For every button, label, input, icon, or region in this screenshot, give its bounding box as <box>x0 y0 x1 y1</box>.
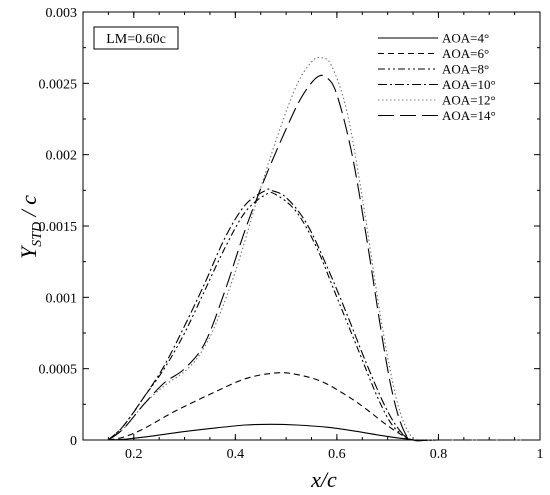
y-axis-title: YSTD / c <box>16 195 45 259</box>
y-tick-label: 0.002 <box>46 149 78 164</box>
x-tick-label: 0.6 <box>328 447 346 462</box>
legend-label-4: AOA=10° <box>442 77 496 92</box>
legend-label-6: AOA=14° <box>442 108 496 123</box>
y-tick-label: 0 <box>70 434 77 449</box>
annotation-box <box>93 26 179 50</box>
y-tick-label: 0.001 <box>46 291 78 306</box>
y-tick-label: 0.0025 <box>39 77 78 92</box>
x-tick-label: 0.2 <box>125 447 143 462</box>
y-axis-title-sub: STD <box>30 222 45 247</box>
y-tick-label: 0.0005 <box>39 363 78 378</box>
legend-label-5: AOA=12° <box>442 93 496 108</box>
series-line-2 <box>108 372 540 441</box>
x-tick-label: 0.8 <box>430 447 448 462</box>
series-line-4 <box>108 188 540 441</box>
y-axis-title-rest: / c <box>16 195 41 222</box>
y-tick-label: 0.0015 <box>39 220 78 235</box>
series-line-1 <box>108 423 540 441</box>
series-line-3 <box>108 191 540 441</box>
series-line-6 <box>108 74 540 442</box>
y-axis-title-main: Y <box>16 244 41 259</box>
legend-label-1: AOA=4° <box>442 31 489 46</box>
series-line-5 <box>108 56 540 442</box>
legend-label-3: AOA=8° <box>442 62 489 77</box>
annotation-label: LM=0.60c <box>106 32 166 47</box>
x-tick-label: 1 <box>537 447 544 462</box>
x-tick-label: 0.4 <box>227 447 245 462</box>
x-axis-title: x/c <box>310 467 337 492</box>
y-tick-label: 0.003 <box>46 6 78 21</box>
legend-label-2: AOA=6° <box>442 46 489 61</box>
